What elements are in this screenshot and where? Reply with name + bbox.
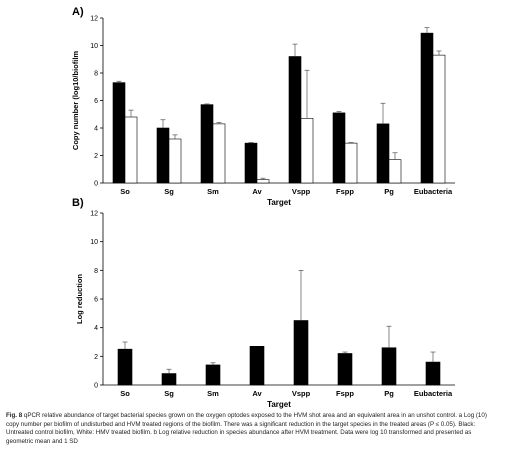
y-axis-title: Log reduction (75, 274, 84, 324)
bar-untreated (200, 104, 214, 184)
x-tick-label: Eubacteria (414, 389, 453, 398)
x-tick-label: Vspp (292, 389, 311, 398)
x-tick-label: Sg (164, 187, 174, 196)
y-tick-label: 6 (94, 98, 98, 105)
x-tick-label: Sm (207, 187, 219, 196)
bar-treated (256, 179, 270, 184)
bar-untreated (244, 142, 258, 184)
y-tick-label: 12 (90, 211, 98, 218)
bar-reduction (117, 348, 133, 386)
bar-untreated (288, 56, 302, 184)
y-tick-label: 12 (90, 16, 98, 23)
chart-a: 0 2 4 6 8 10 12 So Sg Sm Av Vspp Fspp Pg Eubacteria Tar… (71, 16, 455, 207)
bar-reduction (205, 364, 221, 386)
x-axis-title: Target (267, 400, 291, 409)
bar-untreated (156, 127, 170, 184)
y-tick-label: 0 (94, 181, 98, 188)
x-tick-label: Fspp (336, 187, 354, 196)
caption-text: qPCR relative abundance of target bacter… (6, 412, 487, 445)
y-tick-label: 4 (94, 126, 98, 133)
y-tick-label: 8 (94, 268, 98, 275)
y-tick-label: 4 (94, 325, 98, 332)
y-tick-label: 0 (94, 383, 98, 390)
x-tick-label: So (120, 187, 130, 196)
bar-reduction (337, 353, 353, 386)
bar-untreated (332, 112, 346, 184)
x-tick-label: Av (252, 187, 262, 196)
panel-a-label: A) (72, 6, 84, 18)
bar-untreated (112, 82, 126, 184)
bar-reduction (293, 320, 309, 386)
bar-treated (300, 118, 314, 184)
bar-treated (388, 159, 402, 184)
bar-treated (432, 54, 446, 184)
bar-treated (168, 138, 182, 184)
y-axis-title-text: Log reduction (75, 274, 84, 324)
bar-reduction (161, 373, 177, 386)
chart-b: 0 2 4 6 8 10 12 So Sg Sm Av Vspp Fspp Pg Eubacteria Tar… (75, 211, 455, 409)
y-axis-title-text: Copy number (log10/biofilm (71, 51, 80, 151)
bar-untreated (376, 123, 390, 184)
x-tick-label: Fspp (336, 389, 354, 398)
bar-treated (212, 123, 226, 184)
x-tick-label: Pg (384, 389, 394, 398)
x-tick-label: Pg (384, 187, 394, 196)
y-tick-label: 10 (90, 43, 98, 50)
bar-untreated (420, 32, 434, 184)
x-tick-label: So (120, 389, 130, 398)
y-tick-label: 8 (94, 71, 98, 78)
y-tick-label: 2 (94, 153, 98, 160)
bar-reduction (425, 361, 441, 386)
bar-treated (344, 142, 358, 184)
x-tick-label: Av (252, 389, 262, 398)
x-tick-label: Eubacteria (414, 187, 453, 196)
panel-b-label: B) (72, 197, 84, 209)
x-tick-label: Vspp (292, 187, 311, 196)
x-tick-label: Sm (207, 389, 219, 398)
y-tick-label: 2 (94, 354, 98, 361)
bar-reduction (249, 345, 265, 386)
x-tick-label: Sg (164, 389, 174, 398)
figure-caption: Fig. 8 qPCR relative abundance of target… (6, 412, 500, 446)
x-axis-title: Target (267, 198, 291, 207)
caption-fig-label: Fig. 8 (6, 412, 23, 419)
y-axis-title: Copy number (log10/biofilm (71, 51, 80, 151)
y-tick-label: 10 (90, 239, 98, 246)
bar-reduction (381, 347, 397, 386)
bar-treated (124, 116, 138, 184)
y-tick-label: 6 (94, 297, 98, 304)
